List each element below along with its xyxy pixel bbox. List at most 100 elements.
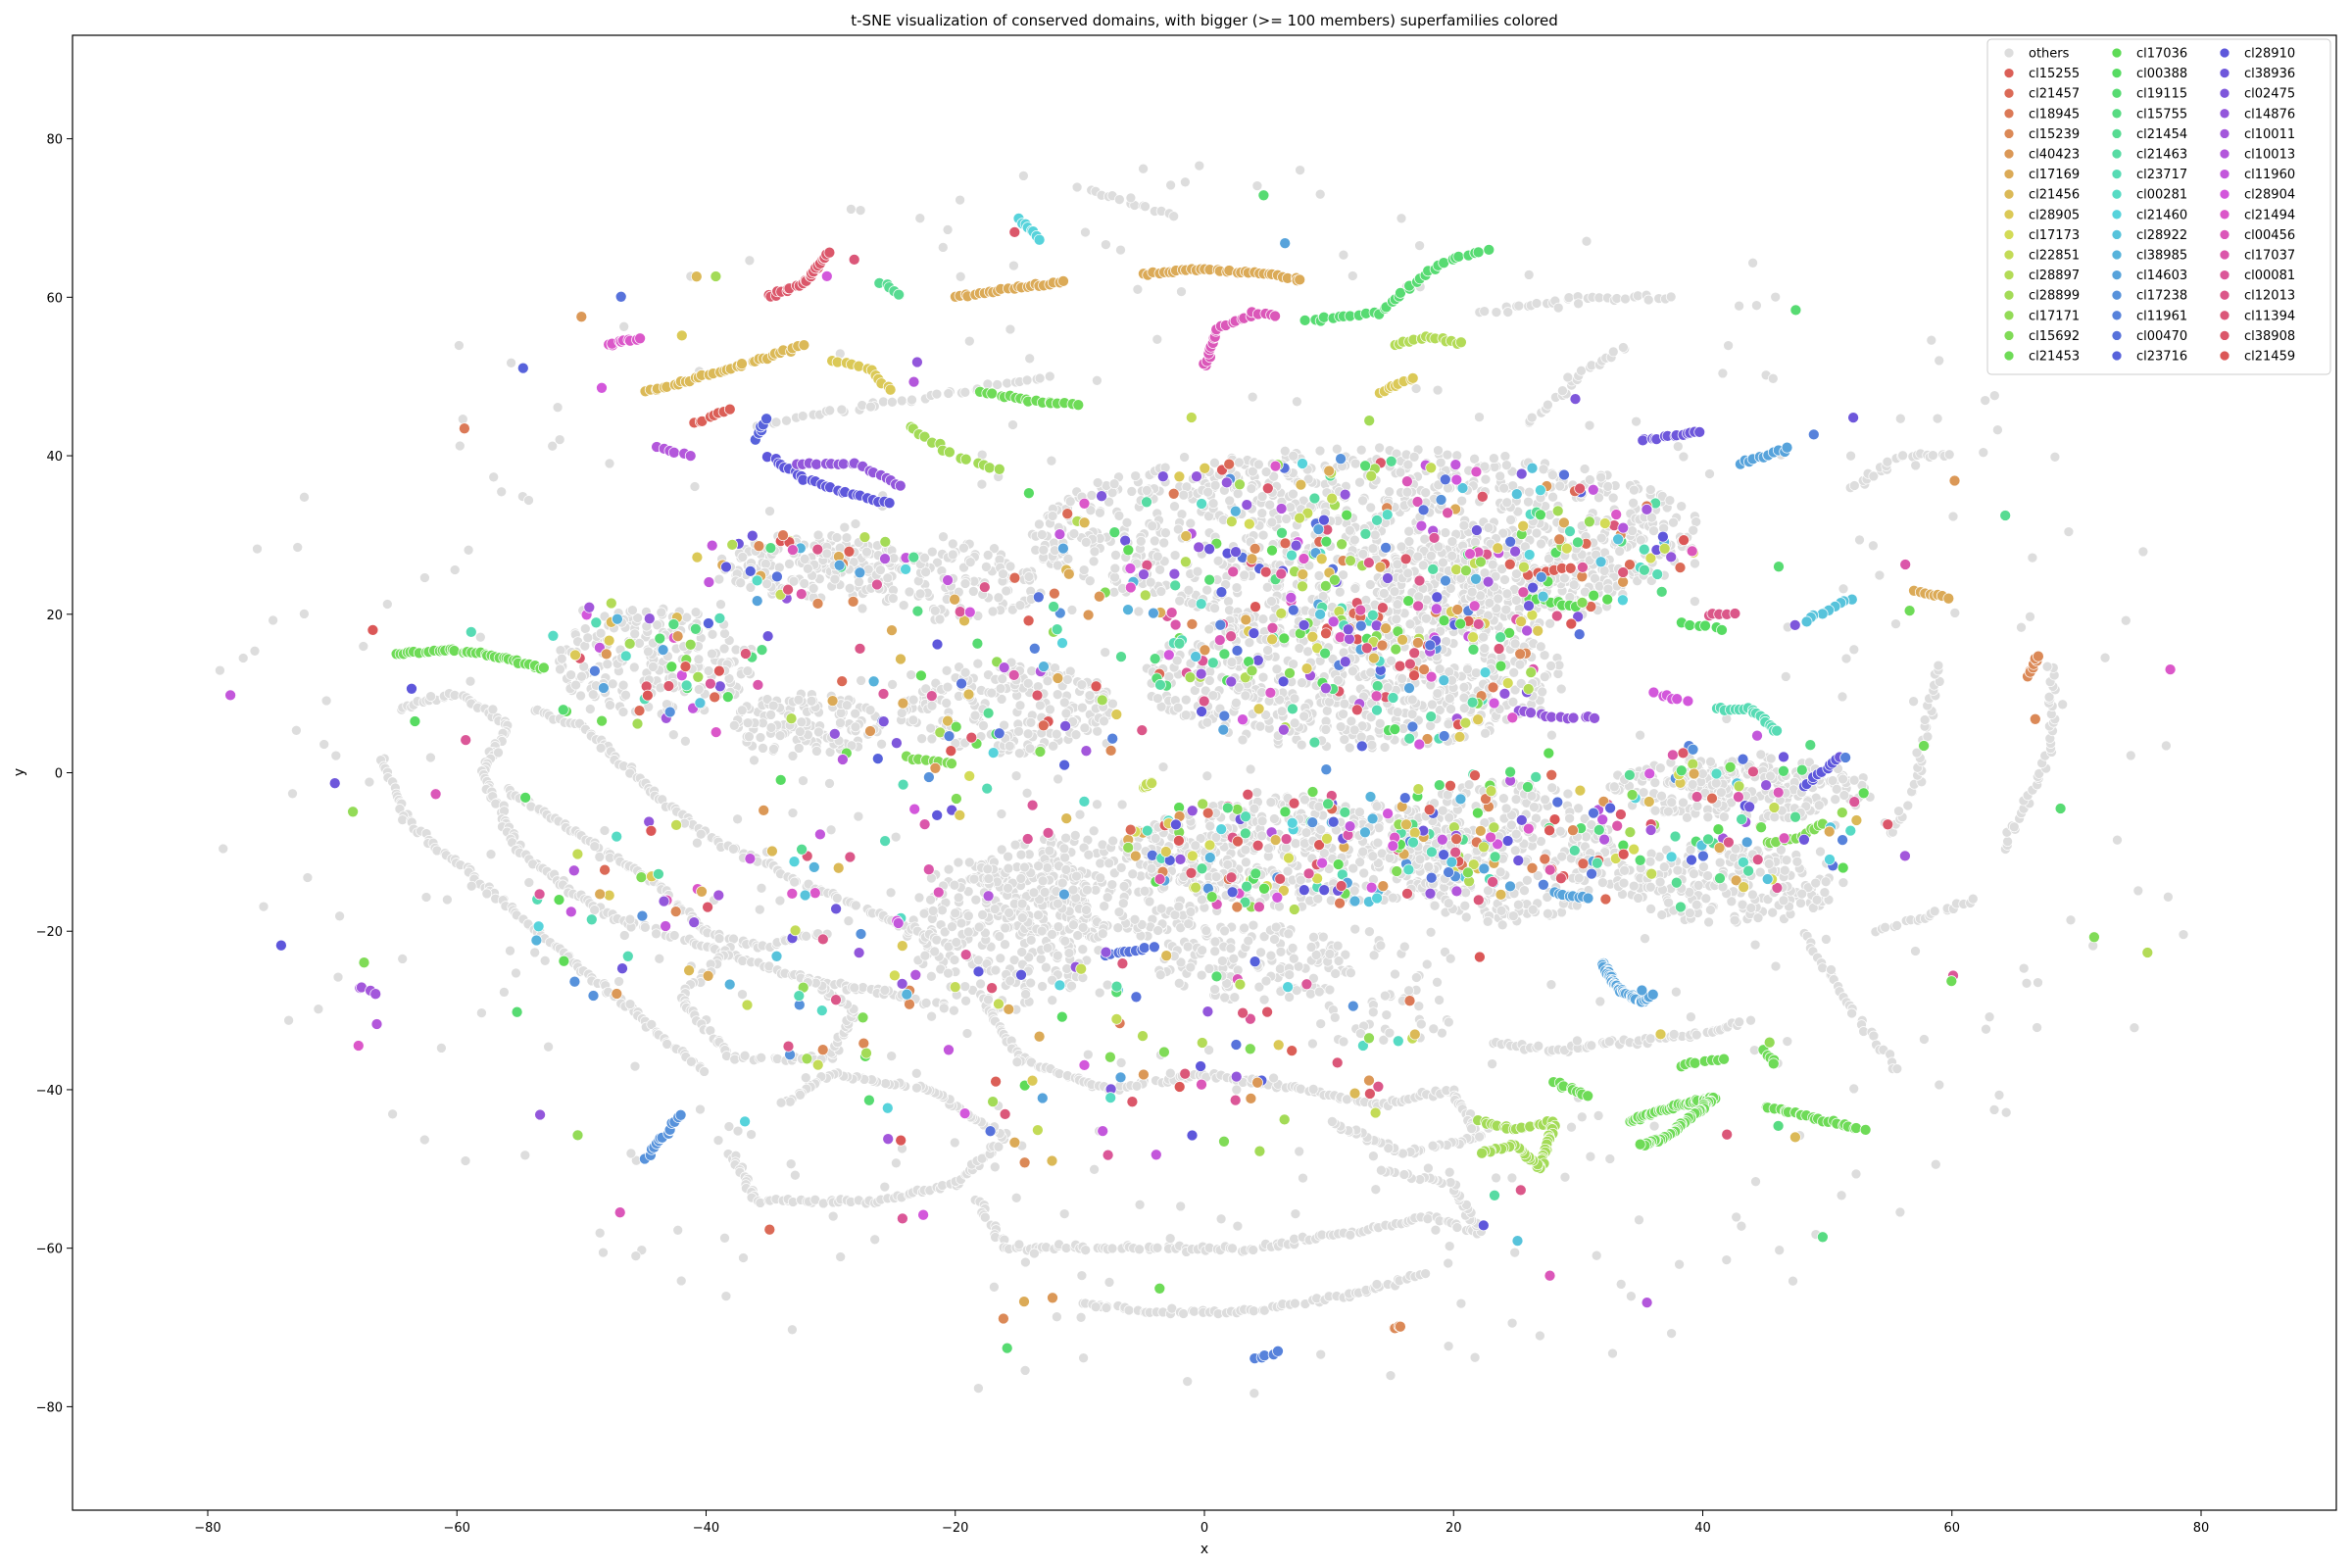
others-point [1202,486,1213,498]
others-point [796,716,808,728]
others-point [1584,474,1595,485]
others-point [1355,444,1367,456]
others-point [1118,881,1130,892]
others-point [1358,867,1370,879]
others-point [947,538,958,550]
others-point [950,907,961,919]
others-point [1174,595,1186,607]
others-point [1501,588,1513,600]
others-point [1644,881,1656,893]
others-point [1767,906,1779,918]
others-point [1480,727,1491,739]
others-point [737,956,749,966]
others-point [1519,885,1530,897]
others-point [1037,875,1049,887]
others-point [1656,790,1667,802]
others-point [1023,571,1035,582]
others-point [1060,864,1072,875]
others-point [1209,457,1220,468]
others-point [1274,901,1285,912]
others-point [1478,631,1490,643]
others-point [1197,945,1207,956]
others-point [1158,537,1170,549]
others-point [1848,774,1860,786]
others-point [1602,481,1614,492]
others-point [978,720,989,731]
others-point [1705,905,1716,915]
others-point [1299,794,1310,806]
others-point [1053,898,1063,909]
others-point [1494,470,1506,482]
others-point [739,1050,751,1061]
others-point [1210,871,1222,882]
others-point [914,588,926,600]
others-point [850,721,861,733]
others-point [1344,742,1355,754]
others-point [1013,725,1024,737]
others-point [1438,557,1448,568]
others-point [1110,550,1121,561]
others-point [1348,862,1359,874]
others-point [1097,928,1108,940]
others-point [1298,710,1310,722]
others-point [1084,575,1096,587]
others-point [1690,899,1702,910]
others-point [907,714,919,726]
others-point [1781,855,1792,865]
others-point [1349,458,1361,469]
others-point [1239,569,1250,581]
others-point [1315,824,1327,835]
others-point [1779,864,1790,876]
others-point [744,731,755,743]
others-point [1145,576,1156,588]
others-point [1483,522,1494,533]
others-point [1107,698,1118,710]
others-point [920,566,931,578]
others-point [1172,702,1184,713]
others-point [1357,548,1369,560]
others-point [1442,449,1453,461]
others-point [1554,480,1566,492]
others-point [1702,811,1714,823]
others-point [1745,903,1757,913]
others-point [949,879,960,891]
others-point [629,628,641,640]
others-point [959,666,971,678]
others-point [1033,860,1044,871]
others-point [1396,541,1407,553]
others-point [1403,525,1415,537]
others-point [742,665,754,677]
others-point [1367,851,1379,862]
others-point [1432,688,1444,699]
others-point [1365,502,1377,514]
others-point [1536,538,1546,550]
others-point [1058,843,1070,855]
others-point [707,648,717,660]
others-point [969,710,981,721]
others-point [1629,484,1640,496]
others-point [1173,901,1185,912]
others-point [1402,567,1414,579]
others-point [1752,912,1764,923]
others-point [1593,492,1604,504]
others-point [1095,872,1106,884]
others-point [1838,773,1848,785]
others-point [1102,892,1113,903]
others-point [982,863,994,875]
others-point [861,546,872,558]
others-point [1219,992,1231,1004]
others-point [987,606,999,617]
others-point [1838,877,1849,888]
others-point [1084,690,1096,701]
others-point [1001,585,1012,597]
others-point [1456,495,1468,507]
others-point [1509,845,1521,857]
others-point [1266,516,1278,528]
others-point [1019,861,1030,873]
others-point [1716,787,1727,798]
others-point [1004,975,1016,987]
others-point [1389,586,1400,597]
others-point [1702,870,1713,881]
others-point [851,900,861,911]
